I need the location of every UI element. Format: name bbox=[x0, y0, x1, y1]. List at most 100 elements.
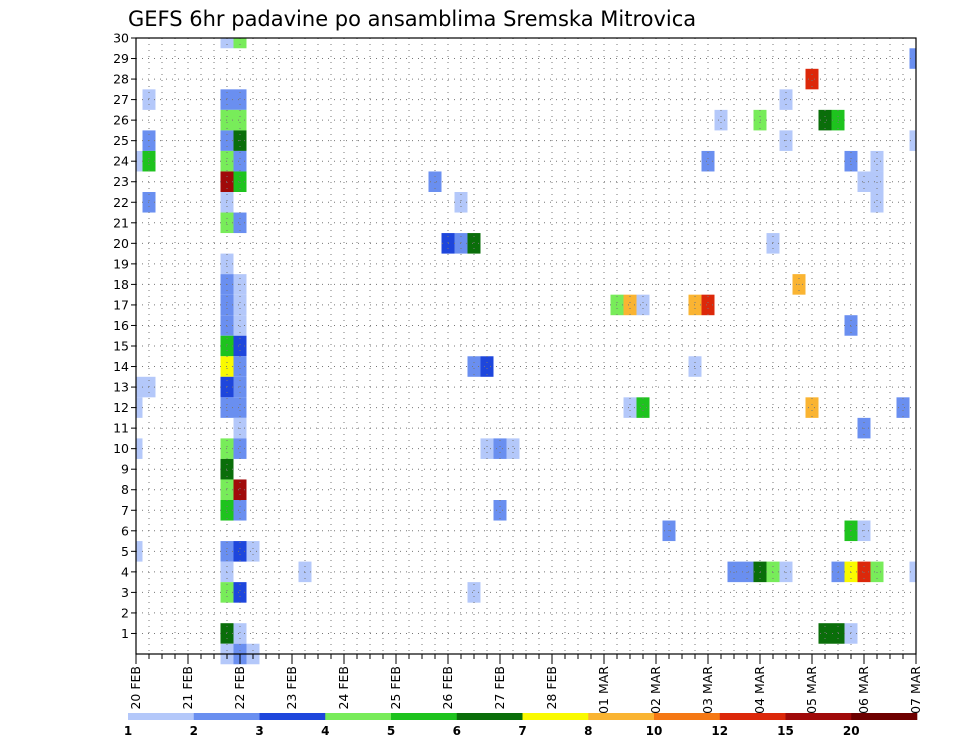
heat-cell-62 bbox=[136, 376, 143, 398]
heat-cell-111 bbox=[818, 623, 832, 644]
y-tick-label-1: 1 bbox=[121, 626, 129, 641]
x-tick-label-8: 28 FEB bbox=[544, 666, 559, 710]
heat-cell-80 bbox=[506, 438, 520, 459]
x-tick-label-9: 01 MAR bbox=[596, 666, 611, 714]
colorbar-label-6: 6 bbox=[453, 724, 461, 738]
heat-cell-66 bbox=[136, 397, 143, 418]
heat-cell-3 bbox=[805, 68, 819, 90]
colorbar-swatch-6 bbox=[456, 713, 523, 720]
y-tick-label-12: 12 bbox=[113, 400, 129, 415]
heat-cell-70 bbox=[636, 397, 650, 418]
heat-cell-105 bbox=[909, 561, 916, 583]
heat-cell-22 bbox=[233, 150, 247, 172]
y-tick-label-25: 25 bbox=[113, 133, 129, 148]
heat-cell-2 bbox=[909, 48, 916, 69]
heat-cell-29 bbox=[857, 171, 871, 192]
y-tick-label-8: 8 bbox=[121, 482, 129, 497]
heat-cell-36 bbox=[233, 212, 247, 234]
y-tick-label-10: 10 bbox=[113, 441, 129, 456]
heat-cell-0 bbox=[220, 38, 234, 49]
x-tick-label-13: 05 MAR bbox=[804, 666, 819, 714]
colorbar-swatch-1 bbox=[128, 713, 195, 720]
heat-cell-108 bbox=[467, 582, 481, 603]
y-tick-label-4: 4 bbox=[121, 564, 129, 579]
x-tick-label-10: 02 MAR bbox=[648, 666, 663, 714]
heat-cell-59 bbox=[467, 356, 481, 377]
heat-cell-85 bbox=[233, 500, 247, 521]
colorbar-swatch-9 bbox=[654, 713, 721, 720]
heat-cell-27 bbox=[233, 171, 247, 192]
heat-cell-25 bbox=[870, 150, 884, 172]
heat-cell-90 bbox=[136, 541, 143, 562]
y-tick-label-21: 21 bbox=[113, 215, 129, 230]
colorbar-swatch-7 bbox=[522, 713, 589, 720]
y-axis: 1234567891011121314151617181920212223242… bbox=[113, 31, 136, 641]
chart-title: GEFS 6hr padavine po ansamblima Sremska … bbox=[128, 7, 696, 31]
y-tick-label-29: 29 bbox=[113, 51, 129, 66]
heat-cell-53 bbox=[233, 315, 247, 336]
colorbar-swatch-8 bbox=[588, 713, 655, 720]
heat-cell-65 bbox=[233, 376, 247, 398]
y-tick-label-24: 24 bbox=[113, 154, 129, 169]
colorbar-label-10: 10 bbox=[646, 724, 663, 738]
colorbar-label-4: 4 bbox=[321, 724, 329, 738]
y-tick-label-13: 13 bbox=[113, 380, 129, 395]
colorbar-label-7: 7 bbox=[518, 724, 526, 738]
x-tick-label-11: 03 MAR bbox=[700, 666, 715, 714]
heat-cell-18 bbox=[909, 130, 916, 151]
colorbar-label-3: 3 bbox=[255, 724, 263, 738]
y-tick-label-23: 23 bbox=[113, 174, 129, 189]
colorbar-swatch-12 bbox=[851, 713, 918, 720]
heat-cell-34 bbox=[870, 192, 884, 213]
heat-cell-100 bbox=[779, 561, 793, 583]
heat-cell-12 bbox=[818, 109, 832, 131]
x-tick-label-12: 04 MAR bbox=[752, 666, 767, 714]
heat-cell-97 bbox=[740, 561, 754, 583]
colorbar-swatch-5 bbox=[391, 713, 458, 720]
heat-cell-23 bbox=[701, 150, 715, 172]
colorbar-swatch-2 bbox=[193, 713, 260, 720]
x-tick-label-5: 25 FEB bbox=[388, 666, 403, 710]
x-tick-label-0: 20 FEB bbox=[128, 666, 143, 710]
cells-layer bbox=[136, 38, 916, 665]
heat-cell-83 bbox=[233, 479, 247, 500]
x-tick-label-14: 06 MAR bbox=[856, 666, 871, 714]
x-tick-label-6: 26 FEB bbox=[440, 666, 455, 710]
x-axis: 20 FEB 21 FEB 22 FEB 23 FEB 24 FEB 25 FEB 26 F… bbox=[128, 654, 923, 714]
colorbar-label-15: 15 bbox=[777, 724, 794, 738]
colorbar-label-2: 2 bbox=[190, 724, 198, 738]
y-tick-label-9: 9 bbox=[121, 462, 129, 477]
heat-cell-69 bbox=[623, 397, 637, 418]
y-tick-label-22: 22 bbox=[113, 195, 129, 210]
x-tick-label-4: 24 FEB bbox=[336, 666, 351, 710]
heat-cell-10 bbox=[714, 109, 728, 131]
heat-cell-58 bbox=[233, 356, 247, 377]
y-tick-label-15: 15 bbox=[113, 339, 129, 354]
y-tick-label-11: 11 bbox=[113, 421, 129, 436]
y-tick-label-17: 17 bbox=[113, 297, 129, 312]
y-tick-label-6: 6 bbox=[121, 523, 129, 538]
heat-cell-19 bbox=[136, 150, 143, 172]
colorbar-label-1: 1 bbox=[124, 724, 132, 738]
heat-cell-75 bbox=[136, 438, 143, 459]
heat-cell-78 bbox=[480, 438, 494, 459]
heat-cell-103 bbox=[857, 561, 871, 583]
heat-cell-92 bbox=[233, 541, 247, 562]
x-tick-label-7: 27 FEB bbox=[492, 666, 507, 710]
colorbar-swatch-11 bbox=[785, 713, 852, 720]
heat-cell-72 bbox=[896, 397, 910, 418]
colorbar-label-5: 5 bbox=[387, 724, 395, 738]
y-tick-label-28: 28 bbox=[113, 72, 129, 87]
colorbar-swatch-4 bbox=[325, 713, 392, 720]
x-tick-label-1: 21 FEB bbox=[180, 666, 195, 710]
y-tick-label-5: 5 bbox=[121, 544, 129, 559]
x-tick-label-2: 22 FEB bbox=[232, 666, 247, 710]
colorbar: 1 2 3 4 5 6 7 8 10 12 15 20 bbox=[124, 713, 918, 738]
y-tick-label-18: 18 bbox=[113, 277, 129, 292]
colorbar-swatch-3 bbox=[259, 713, 326, 720]
x-tick-label-3: 23 FEB bbox=[284, 666, 299, 710]
y-tick-label-27: 27 bbox=[113, 92, 129, 107]
y-tick-label-19: 19 bbox=[113, 256, 129, 271]
y-tick-label-7: 7 bbox=[121, 503, 129, 518]
